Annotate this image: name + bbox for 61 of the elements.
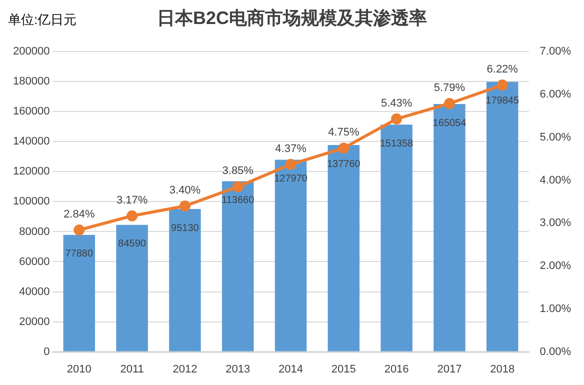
- y2-tick-label: 7.00%: [540, 46, 572, 58]
- point: [179, 200, 190, 212]
- data-label: 2.84%: [64, 208, 95, 221]
- point: [232, 181, 244, 192]
- bar: [380, 124, 412, 352]
- y2-tick-label: 3.00%: [540, 217, 572, 230]
- point: [496, 80, 508, 91]
- y-tick-label: 200000: [12, 46, 50, 58]
- y-tick-label: 180000: [12, 76, 50, 88]
- y-tick-label: 80000: [19, 226, 50, 238]
- x-tick-label: 2015: [331, 363, 356, 376]
- data-label: 4.75%: [328, 126, 360, 139]
- point: [391, 113, 402, 124]
- y-tick-label: 140000: [12, 136, 50, 148]
- y-tick-label: 0: [44, 346, 50, 358]
- data-label: 3.85%: [222, 165, 254, 178]
- y-tick-label: 100000: [12, 196, 50, 208]
- data-label: 113660: [222, 194, 255, 206]
- y-tick-label: 20000: [19, 316, 50, 328]
- bar: [63, 234, 96, 352]
- data-label: 5.43%: [380, 97, 412, 110]
- data-label: 4.37%: [275, 142, 307, 155]
- y2-tick-label: 1.00%: [540, 302, 572, 315]
- y2-tick-label: 5.00%: [540, 131, 572, 144]
- bar: [434, 104, 466, 352]
- y2-tick-label: 0.00%: [540, 346, 572, 358]
- y-tick-label: 120000: [12, 166, 50, 178]
- point: [74, 224, 85, 236]
- x-tick-label: 2012: [172, 363, 198, 376]
- data-label: 3.40%: [169, 184, 201, 197]
- x-tick-label: 2017: [437, 363, 462, 376]
- x-tick-label: 2013: [226, 363, 250, 376]
- bar: [116, 224, 148, 352]
- y2-tick-label: 4.00%: [540, 174, 572, 186]
- point: [126, 210, 138, 222]
- bar: [328, 145, 360, 352]
- point: [444, 98, 455, 109]
- y-tick-label: 60000: [19, 256, 50, 268]
- x-tick-label: 2014: [278, 363, 303, 376]
- chart-title: 日本B2C电商市场规模及其渗透率: [156, 8, 428, 28]
- bar: [486, 82, 518, 352]
- x-tick-label: 2011: [120, 363, 144, 376]
- x-tick-label: 2010: [66, 363, 92, 376]
- y-tick-label: 160000: [12, 106, 50, 118]
- data-label: 77880: [65, 248, 94, 260]
- bar: [222, 181, 254, 352]
- data-label: 95130: [171, 222, 200, 234]
- x-tick-label: 2016: [384, 363, 409, 376]
- y-axis-title: 单位:亿日元: [8, 12, 77, 28]
- bar: [169, 209, 201, 352]
- point: [285, 158, 296, 170]
- data-label: 6.22%: [486, 64, 518, 76]
- data-label: 84590: [118, 238, 146, 250]
- y2-tick-label: 2.00%: [540, 260, 572, 272]
- y-tick-label: 40000: [19, 286, 50, 298]
- bar: [274, 160, 307, 352]
- x-tick-label: 2018: [490, 363, 515, 376]
- point: [338, 142, 350, 154]
- y2-tick-label: 6.00%: [540, 88, 572, 101]
- data-label: 3.17%: [116, 194, 148, 206]
- data-label: 5.79%: [434, 82, 466, 94]
